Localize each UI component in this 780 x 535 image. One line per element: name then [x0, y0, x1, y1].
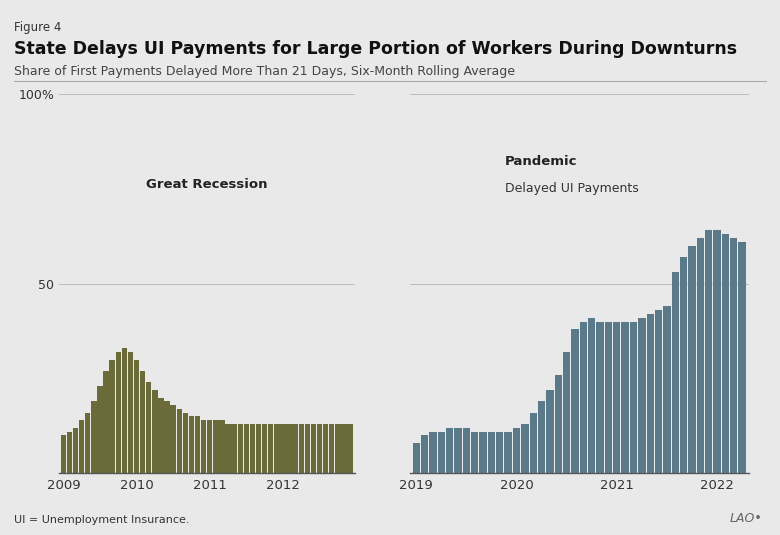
- Bar: [555, 374, 562, 473]
- Bar: [115, 352, 121, 473]
- Bar: [629, 322, 637, 473]
- Bar: [663, 307, 671, 473]
- Text: Great Recession: Great Recession: [146, 178, 268, 192]
- Bar: [546, 390, 554, 473]
- Bar: [597, 322, 604, 473]
- Text: State Delays UI Payments for Large Portion of Workers During Downturns: State Delays UI Payments for Large Porti…: [14, 40, 737, 58]
- Text: Figure 4: Figure 4: [14, 21, 62, 34]
- Bar: [225, 424, 231, 473]
- Bar: [538, 401, 545, 473]
- Bar: [505, 432, 512, 473]
- Bar: [488, 432, 495, 473]
- Bar: [274, 424, 279, 473]
- Bar: [512, 428, 520, 473]
- Bar: [739, 242, 746, 473]
- Bar: [335, 424, 341, 473]
- Bar: [413, 443, 420, 473]
- Bar: [463, 428, 470, 473]
- Bar: [446, 428, 453, 473]
- Bar: [61, 435, 66, 473]
- Bar: [604, 322, 612, 473]
- Bar: [250, 424, 255, 473]
- Bar: [580, 322, 587, 473]
- Bar: [638, 318, 646, 473]
- Bar: [243, 424, 249, 473]
- Bar: [341, 424, 346, 473]
- Bar: [140, 371, 145, 473]
- Bar: [688, 246, 696, 473]
- Bar: [299, 424, 304, 473]
- Bar: [219, 421, 225, 473]
- Bar: [238, 424, 243, 473]
- Bar: [158, 398, 164, 473]
- Bar: [622, 322, 629, 473]
- Bar: [85, 412, 90, 473]
- Bar: [73, 428, 78, 473]
- Bar: [79, 421, 84, 473]
- Bar: [655, 310, 662, 473]
- Bar: [232, 424, 237, 473]
- Bar: [280, 424, 285, 473]
- Bar: [256, 424, 261, 473]
- Bar: [563, 352, 570, 473]
- Bar: [496, 432, 503, 473]
- Text: LAO•: LAO•: [730, 513, 763, 525]
- Bar: [347, 424, 353, 473]
- Bar: [134, 360, 140, 473]
- Bar: [329, 424, 335, 473]
- Bar: [67, 432, 73, 473]
- Bar: [429, 432, 437, 473]
- Bar: [730, 238, 737, 473]
- Bar: [176, 409, 182, 473]
- Bar: [672, 272, 679, 473]
- Bar: [262, 424, 268, 473]
- Bar: [286, 424, 292, 473]
- Bar: [310, 424, 316, 473]
- Bar: [454, 428, 462, 473]
- Bar: [613, 322, 620, 473]
- Bar: [268, 424, 274, 473]
- Bar: [292, 424, 298, 473]
- Bar: [471, 432, 478, 473]
- Bar: [438, 432, 445, 473]
- Text: Share of First Payments Delayed More Than 21 Days, Six-Month Rolling Average: Share of First Payments Delayed More Tha…: [14, 65, 515, 78]
- Bar: [317, 424, 322, 473]
- Bar: [588, 318, 595, 473]
- Bar: [146, 383, 151, 473]
- Text: Pandemic: Pandemic: [505, 156, 577, 169]
- Bar: [207, 421, 212, 473]
- Bar: [421, 435, 428, 473]
- Bar: [98, 386, 103, 473]
- Bar: [122, 348, 127, 473]
- Bar: [183, 412, 188, 473]
- Bar: [104, 371, 108, 473]
- Bar: [480, 432, 487, 473]
- Bar: [152, 390, 158, 473]
- Bar: [530, 412, 537, 473]
- Bar: [722, 234, 729, 473]
- Bar: [680, 257, 687, 473]
- Bar: [714, 231, 721, 473]
- Bar: [189, 416, 194, 473]
- Bar: [195, 416, 200, 473]
- Bar: [571, 329, 579, 473]
- Bar: [705, 231, 712, 473]
- Bar: [521, 424, 529, 473]
- Bar: [697, 238, 704, 473]
- Bar: [91, 401, 97, 473]
- Bar: [323, 424, 328, 473]
- Bar: [647, 314, 654, 473]
- Bar: [201, 421, 207, 473]
- Bar: [171, 405, 176, 473]
- Bar: [213, 421, 218, 473]
- Bar: [128, 352, 133, 473]
- Text: Delayed UI Payments: Delayed UI Payments: [505, 182, 638, 195]
- Bar: [165, 401, 170, 473]
- Text: UI = Unemployment Insurance.: UI = Unemployment Insurance.: [14, 515, 190, 525]
- Bar: [305, 424, 310, 473]
- Bar: [109, 360, 115, 473]
